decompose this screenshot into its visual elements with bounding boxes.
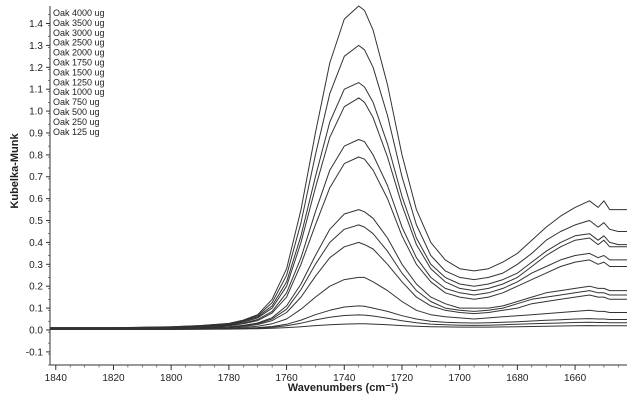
series-line-oak-2500-ug <box>50 97 627 329</box>
x-axis-title: Wavenumbers (cm⁻¹) <box>288 382 399 394</box>
x-tick-label: 1680 <box>506 373 529 384</box>
legend-entry: Oak 1250 ug <box>53 77 105 87</box>
y-tick-label: 0.4 <box>29 238 43 249</box>
series-lines <box>50 5 627 330</box>
x-tick-label: 1840 <box>45 373 68 384</box>
plot-area: -0.1 0.0 0.1 0.2 0.3 0.4 0.5 0.6 0.7 0.8 0.9 1.0 1.1… <box>26 6 627 384</box>
x-tick-label: 1700 <box>449 373 472 384</box>
legend-entry: Oak 2500 ug <box>53 38 105 48</box>
x-tick-label: 1800 <box>160 373 183 384</box>
legend-entry: Oak 125 ug <box>53 127 100 137</box>
y-tick-label: 0.0 <box>29 325 43 336</box>
series-line-oak-3000-ug <box>50 82 627 329</box>
series-line-oak-3500-ug <box>50 44 627 329</box>
legend-entry: Oak 3000 ug <box>53 28 105 38</box>
series-line-oak-1500-ug <box>50 209 627 330</box>
y-axis-title: Kubelka-Munk <box>9 133 21 209</box>
legend-entry: Oak 4000 ug <box>53 8 105 18</box>
series-line-oak-750-ug <box>50 276 627 330</box>
series-line-oak-500-ug <box>50 305 627 330</box>
y-tick-label: 0.5 <box>29 216 43 227</box>
y-tick-label: 0.8 <box>29 150 43 161</box>
x-tick-label: 1720 <box>391 373 414 384</box>
legend-entry: Oak 250 ug <box>53 117 100 127</box>
y-tick-label: 0.2 <box>29 282 43 293</box>
series-line-oak-125-ug <box>50 323 627 330</box>
series-line-oak-1750-ug <box>50 156 627 329</box>
y-tick-label: 1.3 <box>29 41 43 52</box>
legend-entry: Oak 3500 ug <box>53 18 105 28</box>
x-tick-label: 1780 <box>218 373 241 384</box>
series-line-oak-4000-ug <box>50 5 627 329</box>
y-tick-label: 1.2 <box>29 63 43 74</box>
y-tick-label: 0.6 <box>29 194 43 205</box>
y-tick-label: 0.7 <box>29 172 43 183</box>
legend-entry: Oak 750 ug <box>53 97 100 107</box>
legend-entry: Oak 1000 ug <box>53 87 105 97</box>
x-tick-label: 1740 <box>333 373 356 384</box>
y-tick-label: 0.3 <box>29 260 43 271</box>
series-line-oak-1000-ug <box>50 241 627 330</box>
x-tick-label: 1760 <box>275 373 298 384</box>
y-tick-label: 0.9 <box>29 128 43 139</box>
y-tick-label: 1.1 <box>29 85 43 96</box>
legend-entry: Oak 1500 ug <box>53 67 105 77</box>
legend-entry: Oak 1750 ug <box>53 58 105 68</box>
series-line-oak-1250-ug <box>50 224 627 330</box>
x-tick-label: 1820 <box>102 373 125 384</box>
x-tick-label: 1660 <box>564 373 587 384</box>
legend-entry: Oak 500 ug <box>53 107 100 117</box>
y-tick-label: 1.0 <box>29 107 43 118</box>
series-line-oak-2000-ug <box>50 139 627 329</box>
legend-entry: Oak 2000 ug <box>53 48 105 58</box>
y-tick-label: -0.1 <box>26 347 44 358</box>
y-tick-label: 0.1 <box>29 304 43 315</box>
y-tick-label: 1.4 <box>29 19 43 30</box>
